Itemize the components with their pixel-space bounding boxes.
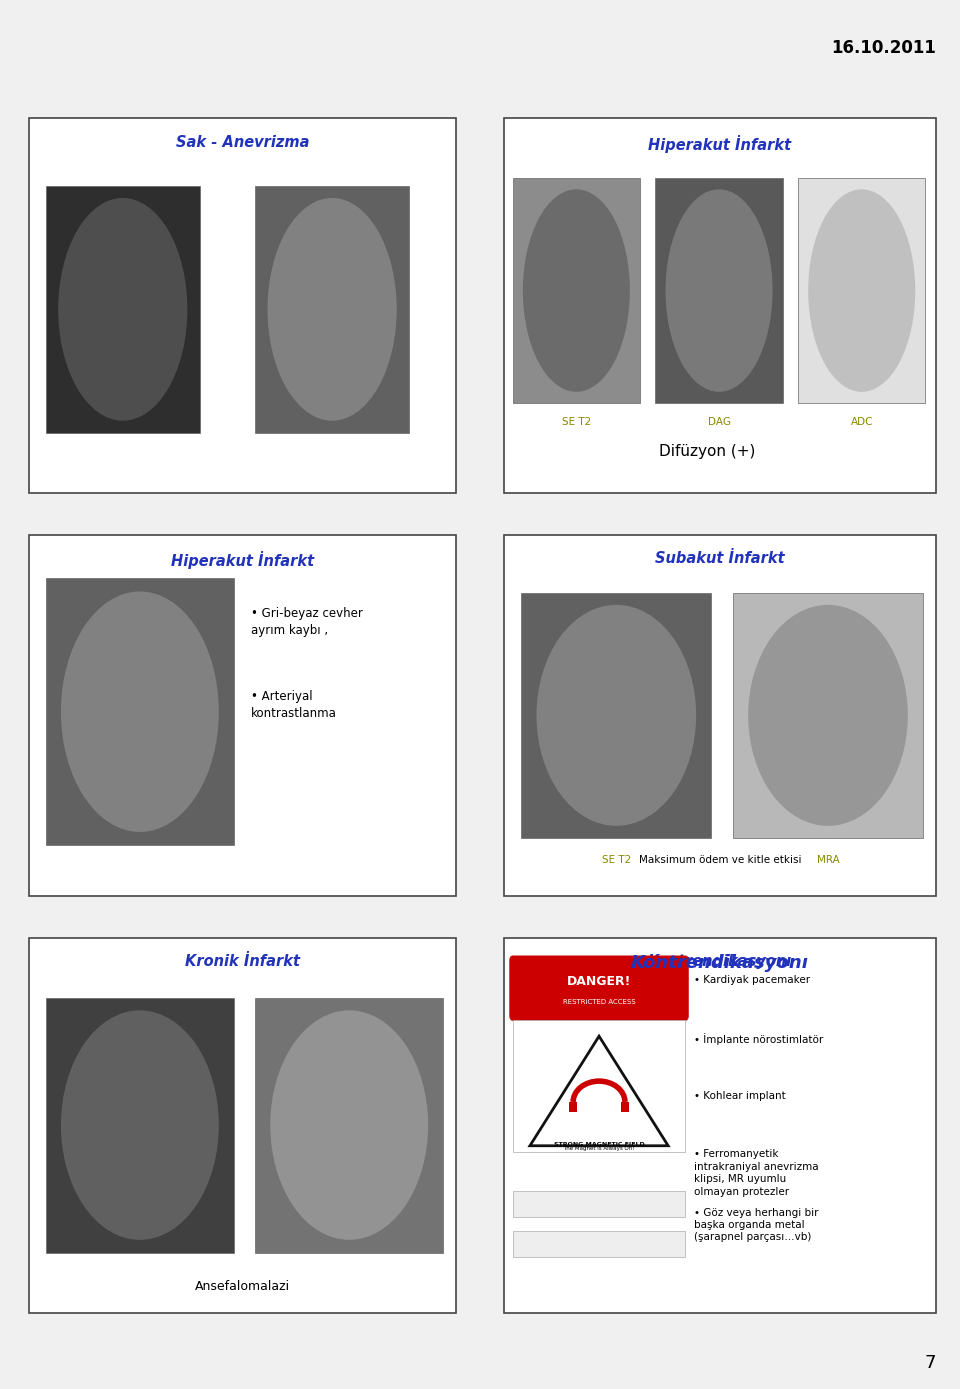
FancyBboxPatch shape bbox=[513, 1231, 685, 1257]
Text: • Ferromanyetik
intrakraniyal anevrizma
klipsi, MR uyumlu
olmayan protezler: • Ferromanyetik intrakraniyal anevrizma … bbox=[694, 1150, 819, 1197]
Text: DANGER!: DANGER! bbox=[566, 975, 632, 988]
Ellipse shape bbox=[808, 189, 915, 392]
Ellipse shape bbox=[523, 189, 630, 392]
Text: Subakut İnfarkt: Subakut İnfarkt bbox=[655, 551, 785, 567]
Text: Ansefalomalazi: Ansefalomalazi bbox=[195, 1279, 290, 1293]
FancyBboxPatch shape bbox=[29, 938, 456, 1313]
Text: The Magnet is Always On!: The Magnet is Always On! bbox=[564, 1146, 635, 1151]
Polygon shape bbox=[530, 1036, 668, 1146]
FancyBboxPatch shape bbox=[46, 578, 234, 846]
FancyBboxPatch shape bbox=[29, 118, 456, 493]
Text: Kontrendikasyonı: Kontrendikasyonı bbox=[648, 954, 792, 970]
Text: Hiperakut İnfarkt: Hiperakut İnfarkt bbox=[648, 135, 792, 153]
Text: Difüzyon (+): Difüzyon (+) bbox=[659, 444, 756, 460]
Text: MRA: MRA bbox=[817, 854, 839, 865]
Text: ADC: ADC bbox=[851, 417, 873, 426]
Ellipse shape bbox=[60, 1010, 219, 1240]
FancyBboxPatch shape bbox=[513, 1021, 685, 1153]
Text: Maksimum ödem ve kitle etkisi: Maksimum ödem ve kitle etkisi bbox=[638, 854, 802, 865]
FancyBboxPatch shape bbox=[504, 118, 936, 493]
Ellipse shape bbox=[748, 604, 908, 826]
Text: • Kardiyak pacemaker: • Kardiyak pacemaker bbox=[694, 975, 810, 985]
Ellipse shape bbox=[665, 189, 773, 392]
Text: 7: 7 bbox=[924, 1354, 936, 1372]
FancyBboxPatch shape bbox=[255, 186, 409, 433]
Text: STRONG MAGNETIC FIELD: STRONG MAGNETIC FIELD bbox=[554, 1142, 644, 1147]
FancyBboxPatch shape bbox=[521, 593, 711, 838]
Text: • Gri-beyaz cevher
ayrım kaybı ,: • Gri-beyaz cevher ayrım kaybı , bbox=[251, 607, 363, 638]
Text: • Göz veya herhangi bir
başka organda metal
(şarapnel parçası…vb): • Göz veya herhangi bir başka organda me… bbox=[694, 1207, 819, 1242]
Text: DAG: DAG bbox=[708, 417, 731, 426]
Text: Sak - Anevrizma: Sak - Anevrizma bbox=[176, 135, 309, 150]
Text: 16.10.2011: 16.10.2011 bbox=[831, 39, 936, 57]
Text: • İmplante nörostimlatör: • İmplante nörostimlatör bbox=[694, 1033, 824, 1045]
Text: Kontrendikasyonı: Kontrendikasyonı bbox=[631, 954, 809, 972]
Ellipse shape bbox=[60, 592, 219, 832]
FancyBboxPatch shape bbox=[29, 535, 456, 896]
Ellipse shape bbox=[537, 604, 696, 826]
Text: Hiperakut İnfarkt: Hiperakut İnfarkt bbox=[171, 551, 314, 569]
FancyBboxPatch shape bbox=[504, 535, 936, 896]
Ellipse shape bbox=[271, 1010, 428, 1240]
FancyBboxPatch shape bbox=[513, 1192, 685, 1218]
FancyBboxPatch shape bbox=[568, 1101, 578, 1113]
FancyBboxPatch shape bbox=[621, 1101, 630, 1113]
Ellipse shape bbox=[59, 199, 187, 421]
Text: SE T2: SE T2 bbox=[602, 854, 631, 865]
Text: • Arteriyal
kontrastlanma: • Arteriyal kontrastlanma bbox=[251, 690, 337, 720]
Ellipse shape bbox=[268, 199, 396, 421]
FancyBboxPatch shape bbox=[255, 997, 444, 1253]
Text: SE T2: SE T2 bbox=[562, 417, 591, 426]
FancyBboxPatch shape bbox=[513, 178, 640, 403]
Text: • Kohlear implant: • Kohlear implant bbox=[694, 1092, 786, 1101]
FancyBboxPatch shape bbox=[46, 186, 200, 433]
FancyBboxPatch shape bbox=[733, 593, 923, 838]
Text: RESTRICTED ACCESS: RESTRICTED ACCESS bbox=[563, 999, 636, 1006]
Text: Kronik İnfarkt: Kronik İnfarkt bbox=[185, 954, 300, 970]
FancyBboxPatch shape bbox=[504, 938, 936, 1313]
FancyBboxPatch shape bbox=[798, 178, 925, 403]
FancyBboxPatch shape bbox=[656, 178, 782, 403]
FancyBboxPatch shape bbox=[46, 997, 234, 1253]
FancyBboxPatch shape bbox=[510, 956, 688, 1021]
